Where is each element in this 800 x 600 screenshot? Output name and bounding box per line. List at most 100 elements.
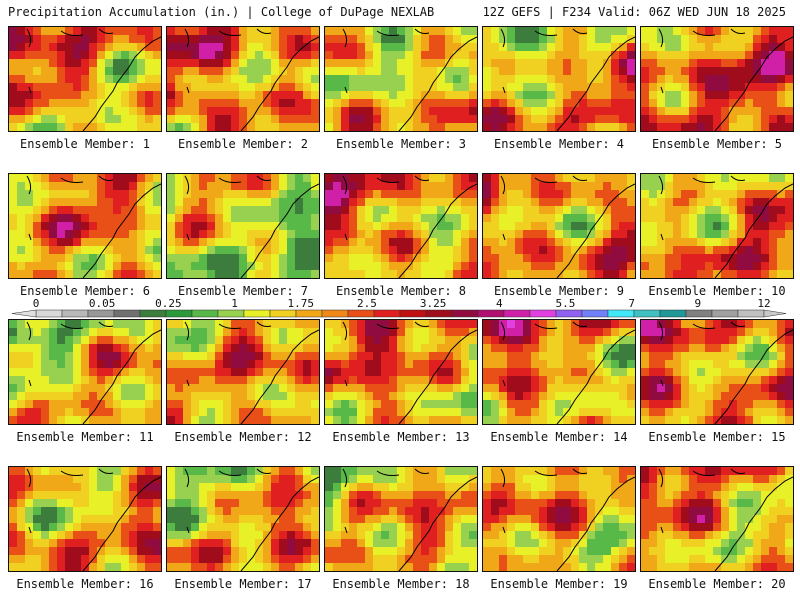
precip-field bbox=[167, 320, 319, 424]
colorbar-swatches bbox=[11, 309, 787, 318]
colorbar-tick-label: 9 bbox=[694, 297, 702, 310]
lake-outlines bbox=[342, 28, 430, 94]
colorbar-swatch bbox=[581, 309, 609, 318]
member-caption: Ensemble Member: 6 bbox=[19, 284, 151, 298]
precip-field bbox=[167, 174, 319, 278]
colorbar-swatch bbox=[425, 309, 453, 318]
colorbar-swatch bbox=[191, 309, 219, 318]
colorbar-tick-label: 3.25 bbox=[419, 297, 447, 310]
member-panel: Ensemble Member: 20 bbox=[640, 466, 794, 591]
member-panel: Ensemble Member: 18 bbox=[324, 466, 478, 591]
member-panel: Ensemble Member: 15 bbox=[640, 319, 794, 444]
colorbar-swatch bbox=[61, 309, 89, 318]
lake-outlines bbox=[342, 175, 430, 241]
precip-map bbox=[8, 466, 162, 572]
colorbar-min-arrow bbox=[11, 309, 37, 318]
member-caption: Ensemble Member: 3 bbox=[335, 137, 467, 151]
precip-map bbox=[324, 319, 478, 425]
coastline bbox=[398, 329, 477, 424]
colorbar-swatch bbox=[113, 309, 141, 318]
lake-outlines bbox=[184, 321, 272, 387]
member-panel: Ensemble Member: 8 bbox=[324, 173, 478, 298]
member-caption: Ensemble Member: 13 bbox=[332, 430, 470, 444]
coastline bbox=[398, 476, 477, 571]
precip-map bbox=[482, 173, 636, 279]
colorbar-swatch bbox=[243, 309, 271, 318]
lake-outlines bbox=[342, 468, 430, 534]
precip-field bbox=[483, 27, 635, 131]
member-caption: Ensemble Member: 20 bbox=[648, 577, 786, 591]
colorbar-swatch bbox=[503, 309, 531, 318]
colorbar-tick-label: 0.05 bbox=[88, 297, 116, 310]
colorbar-tick-label: 12 bbox=[757, 297, 771, 310]
precip-map bbox=[640, 173, 794, 279]
precip-field bbox=[483, 174, 635, 278]
precip-field bbox=[325, 174, 477, 278]
lake-outlines bbox=[184, 28, 272, 94]
precip-field bbox=[325, 27, 477, 131]
precip-field bbox=[483, 467, 635, 571]
colorbar-tick-label: 2.5 bbox=[356, 297, 377, 310]
precip-field bbox=[9, 27, 161, 131]
coastline bbox=[714, 476, 793, 571]
colorbar-swatch bbox=[165, 309, 193, 318]
precip-map bbox=[8, 319, 162, 425]
coastline bbox=[240, 476, 319, 571]
member-panel: Ensemble Member: 11 bbox=[8, 319, 162, 444]
precip-map bbox=[640, 26, 794, 132]
member-caption: Ensemble Member: 4 bbox=[493, 137, 625, 151]
coastline bbox=[714, 183, 793, 278]
precip-map bbox=[324, 466, 478, 572]
member-panel: Ensemble Member: 9 bbox=[482, 173, 636, 298]
colorbar-tick-label: 0.25 bbox=[155, 297, 182, 310]
member-panel: Ensemble Member: 3 bbox=[324, 26, 478, 151]
colorbar-swatch bbox=[269, 309, 297, 318]
precip-field bbox=[325, 320, 477, 424]
precip-map bbox=[166, 466, 320, 572]
member-caption: Ensemble Member: 19 bbox=[490, 577, 628, 591]
colorbar-swatch bbox=[295, 309, 323, 318]
lake-outlines bbox=[500, 321, 588, 387]
coastline bbox=[556, 329, 635, 424]
member-caption: Ensemble Member: 11 bbox=[16, 430, 154, 444]
colorbar-swatch bbox=[451, 309, 479, 318]
colorbar-tick-label: 4 bbox=[495, 297, 503, 310]
precip-map bbox=[640, 466, 794, 572]
precip-map bbox=[640, 319, 794, 425]
lake-outlines bbox=[26, 468, 114, 534]
member-caption: Ensemble Member: 16 bbox=[16, 577, 154, 591]
precip-colorbar: 0 0.05 0.25 1 1.75 2.5 3.25 4 5.5 7 9 12 bbox=[0, 297, 800, 321]
precip-field bbox=[167, 27, 319, 131]
member-caption: Ensemble Member: 15 bbox=[648, 430, 786, 444]
member-panel: Ensemble Member: 17 bbox=[166, 466, 320, 591]
member-caption: Ensemble Member: 18 bbox=[332, 577, 470, 591]
coastline bbox=[240, 329, 319, 424]
colorbar-swatch bbox=[139, 309, 167, 318]
precip-map bbox=[324, 26, 478, 132]
colorbar-swatch bbox=[737, 309, 765, 318]
lake-outlines bbox=[658, 175, 746, 241]
lake-outlines bbox=[658, 28, 746, 94]
member-caption: Ensemble Member: 12 bbox=[174, 430, 312, 444]
coastline bbox=[82, 183, 161, 278]
model-run-info: 12Z GEFS | F234 Valid: 06Z WED JUN 18 20… bbox=[482, 5, 786, 19]
lake-outlines bbox=[658, 321, 746, 387]
colorbar-tick-label: 0 bbox=[32, 297, 40, 310]
precip-field bbox=[641, 27, 793, 131]
coastline bbox=[556, 183, 635, 278]
member-caption: Ensemble Member: 9 bbox=[493, 284, 625, 298]
precip-field bbox=[9, 320, 161, 424]
member-panel: Ensemble Member: 2 bbox=[166, 26, 320, 151]
colorbar-swatch bbox=[711, 309, 739, 318]
colorbar-swatch bbox=[373, 309, 401, 318]
coastline bbox=[82, 476, 161, 571]
member-panel: Ensemble Member: 12 bbox=[166, 319, 320, 444]
coastline bbox=[398, 183, 477, 278]
coastline bbox=[714, 329, 793, 424]
colorbar-swatch bbox=[217, 309, 245, 318]
precip-field bbox=[641, 467, 793, 571]
colorbar-tick-label: 1 bbox=[231, 297, 238, 310]
precip-map bbox=[8, 26, 162, 132]
precip-field bbox=[483, 320, 635, 424]
member-panel: Ensemble Member: 13 bbox=[324, 319, 478, 444]
